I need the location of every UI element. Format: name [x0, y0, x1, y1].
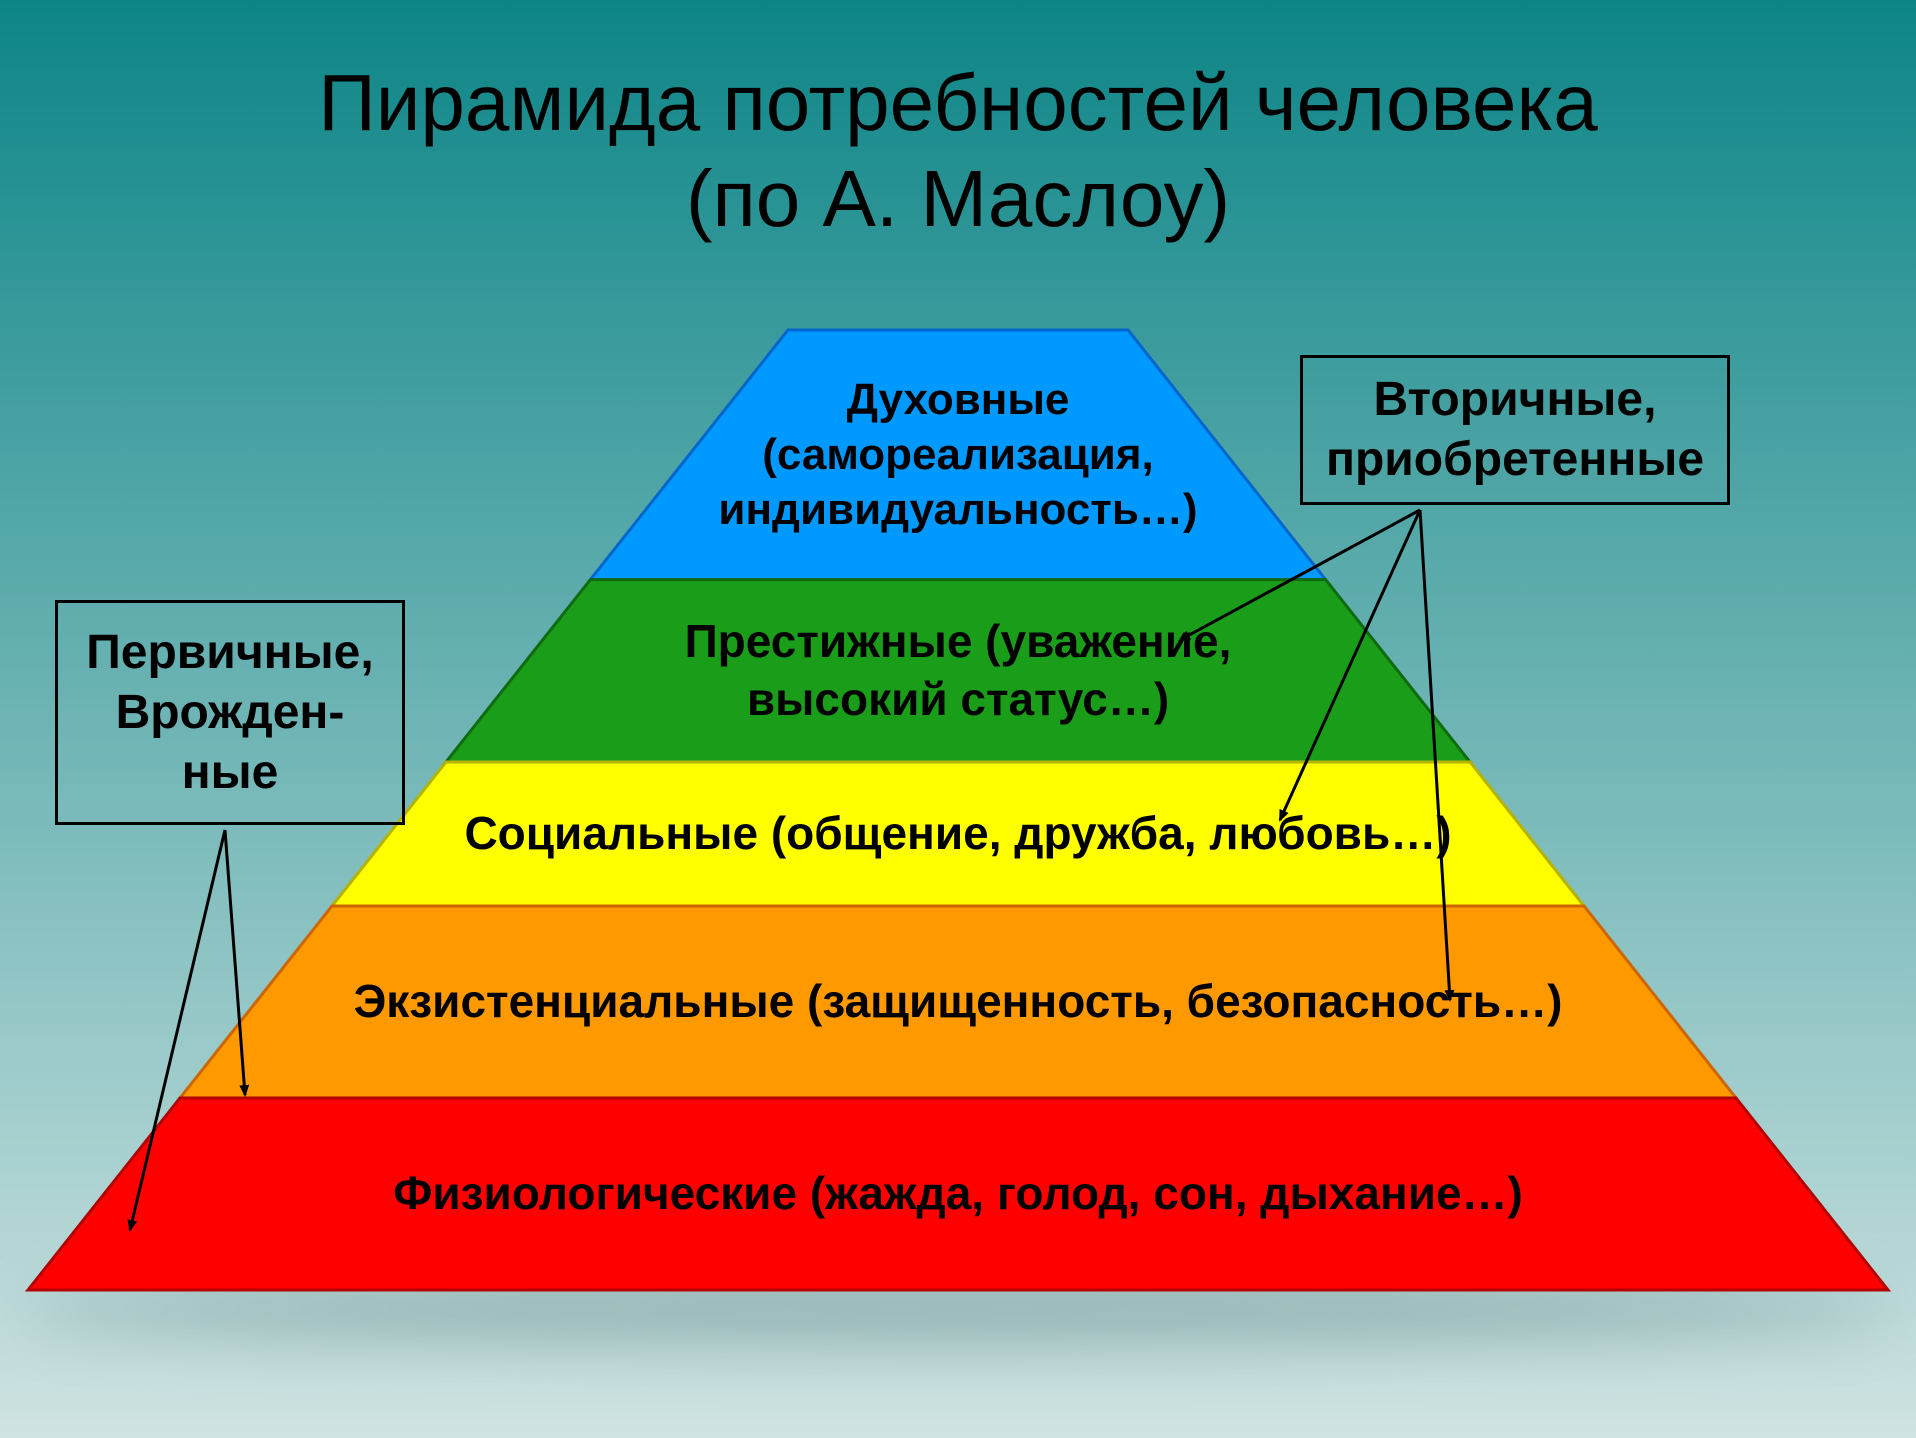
level-4-prestige-label: Престижные (уважение, высокий статус…) [518, 580, 1398, 762]
callout-primary: Первичные, Врожден- ные [55, 600, 405, 825]
diagram-root: Пирамида потребностей человека (по А. Ма… [0, 0, 1916, 1438]
level-3-social-label: Социальные (общение, дружба, любовь…) [389, 762, 1527, 906]
level-1-physiological-label: Физиологические (жажда, голод, сон, дыха… [104, 1098, 1812, 1290]
callout-secondary: Вторичные, приобретенные [1300, 355, 1730, 505]
level-5-spiritual-label: Духовные (самореализация, индивидуальнос… [689, 330, 1227, 580]
level-2-existential-label: Экзистенциальные (защищенность, безопасн… [256, 906, 1660, 1098]
